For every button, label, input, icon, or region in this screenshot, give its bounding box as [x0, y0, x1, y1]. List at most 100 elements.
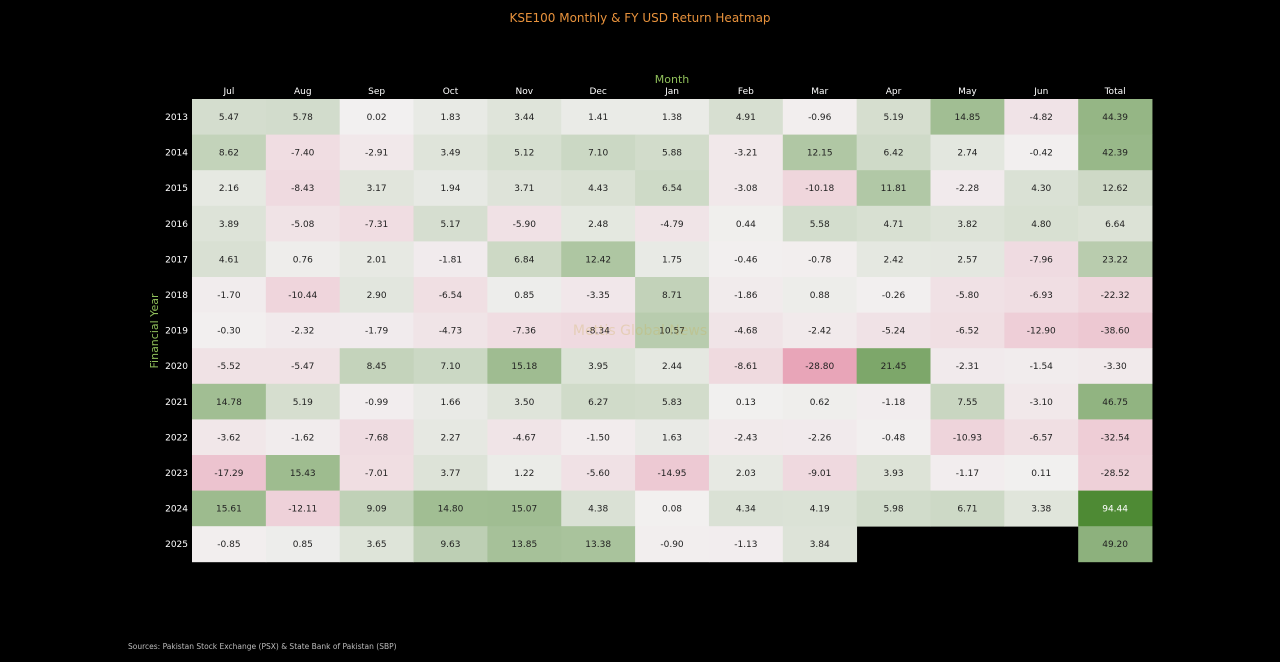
- heatmap-cell: [265, 134, 341, 171]
- heatmap-cell: [782, 383, 858, 420]
- heatmap-cell: [192, 526, 267, 563]
- heatmap-cell: [930, 348, 1005, 385]
- heatmap-cell: [930, 134, 1005, 171]
- row-tick-label: 2016: [165, 220, 188, 230]
- heatmap-cell: [265, 348, 341, 385]
- heatmap-cell: [856, 312, 931, 349]
- heatmap-cell: [1078, 99, 1153, 135]
- cell-value-label: -6.93: [1030, 291, 1053, 301]
- column-tick-label: Oct: [443, 87, 459, 97]
- heatmap-cell: [339, 526, 414, 563]
- heatmap-cell: [708, 526, 784, 563]
- cell-value-label: -2.42: [808, 327, 831, 337]
- heatmap-cell: [930, 241, 1005, 278]
- row-tick-label: 2018: [165, 291, 188, 301]
- cell-value-label: -7.36: [513, 327, 537, 337]
- heatmap-cell: [192, 277, 267, 313]
- heatmap-cell: [635, 490, 710, 527]
- cell-value-label: -4.79: [660, 220, 684, 230]
- cell-value-label: 5.19: [884, 113, 904, 123]
- cell-value-label: -4.82: [1030, 113, 1053, 123]
- cell-value-label: 6.42: [884, 149, 904, 159]
- cell-value-label: -2.91: [365, 149, 388, 159]
- chart-title: KSE100 Monthly & FY USD Return Heatmap: [509, 11, 770, 25]
- heatmap-cell: [192, 134, 267, 171]
- row-tick-labels: 2013 2014 2015 2016 2017 2018 2019 2020 2021 2022…: [165, 113, 188, 550]
- cell-value-label: 8.45: [367, 362, 387, 372]
- cell-value-label: -5.52: [217, 362, 240, 372]
- column-tick-label: Sep: [368, 87, 385, 97]
- heatmap-cell: [782, 455, 858, 491]
- row-tick-label: 2020: [165, 362, 188, 372]
- cell-value-label: 4.61: [219, 255, 239, 265]
- heatmap-cell: [413, 99, 488, 135]
- cell-value-label: 1.66: [440, 398, 460, 408]
- heatmap-cell: [561, 205, 636, 242]
- heatmap-cell: [930, 490, 1005, 527]
- cell-value-label: 5.88: [662, 149, 682, 159]
- cell-value-label: 1.75: [662, 255, 682, 265]
- cell-value-label: -3.35: [587, 291, 610, 301]
- heatmap-cell: [561, 134, 636, 171]
- cell-value-label: -32.54: [1101, 433, 1130, 443]
- cell-value-label: 3.89: [219, 220, 239, 230]
- heatmap-cell: [635, 526, 710, 563]
- heatmap-cell: [635, 455, 710, 491]
- heatmap-cell: [635, 348, 710, 385]
- cell-value-label: -0.78: [808, 255, 832, 265]
- heatmap-cell: [1004, 99, 1079, 135]
- column-tick-label: Aug: [294, 87, 312, 97]
- row-tick-label: 2017: [165, 255, 188, 265]
- cell-value-label: 6.27: [588, 398, 608, 408]
- heatmap-cell: [1004, 170, 1079, 207]
- heatmap-cell: [635, 99, 710, 135]
- cell-value-label: 1.94: [440, 184, 460, 194]
- cell-value-label: -7.96: [1030, 255, 1054, 265]
- heatmap-cell: [561, 419, 636, 456]
- row-tick-label: 2015: [165, 184, 188, 194]
- heatmap-cell: [856, 419, 931, 456]
- cell-value-label: 1.38: [662, 113, 682, 123]
- heatmap-cell: [708, 170, 784, 207]
- cell-value-label: -4.73: [439, 327, 462, 337]
- heatmap-cell: [561, 455, 636, 491]
- cell-value-label: 3.65: [367, 540, 387, 550]
- heatmap-cell: [265, 419, 341, 456]
- cell-value-label: 23.22: [1102, 255, 1128, 265]
- column-tick-label: Jul: [223, 87, 235, 97]
- heatmap-cell: [930, 170, 1005, 207]
- cell-value-label: -1.54: [1030, 362, 1054, 372]
- cell-value-label: -5.08: [291, 220, 315, 230]
- cell-value-label: 2.01: [367, 255, 387, 265]
- cell-value-label: 3.93: [884, 469, 904, 479]
- cell-value-label: 10.57: [659, 327, 685, 337]
- heatmap-cell: [265, 490, 341, 527]
- heatmap-cell: [782, 526, 858, 563]
- column-tick-label: Nov: [516, 87, 534, 97]
- heatmap-cell: [561, 348, 636, 385]
- cell-value-label: 5.58: [810, 220, 830, 230]
- heatmap-cell: [782, 312, 858, 349]
- cell-value-label: 2.57: [957, 255, 977, 265]
- heatmap-cell: [856, 490, 931, 527]
- heatmap-cell: [265, 455, 341, 491]
- heatmap-cell: [856, 383, 931, 420]
- heatmap-cell: [856, 170, 931, 207]
- cell-value-label: 15.61: [216, 505, 242, 515]
- cell-value-label: -8.43: [291, 184, 314, 194]
- heatmap-cell: [265, 99, 341, 135]
- cell-value-label: 5.83: [662, 398, 682, 408]
- cell-value-label: -2.31: [956, 362, 979, 372]
- heatmap-cell: [782, 205, 858, 242]
- cell-value-label: 4.43: [588, 184, 608, 194]
- cell-value-label: 12.15: [807, 149, 833, 159]
- heatmap-cell: [1078, 205, 1153, 242]
- heatmap-cell: [856, 99, 931, 135]
- heatmap-cell: [930, 99, 1005, 135]
- heatmap-cell: [1078, 277, 1153, 313]
- cell-value-label: -5.60: [587, 469, 611, 479]
- cell-value-label: -2.26: [808, 433, 832, 443]
- cell-value-label: -17.29: [214, 469, 243, 479]
- cell-value-label: 0.44: [736, 220, 756, 230]
